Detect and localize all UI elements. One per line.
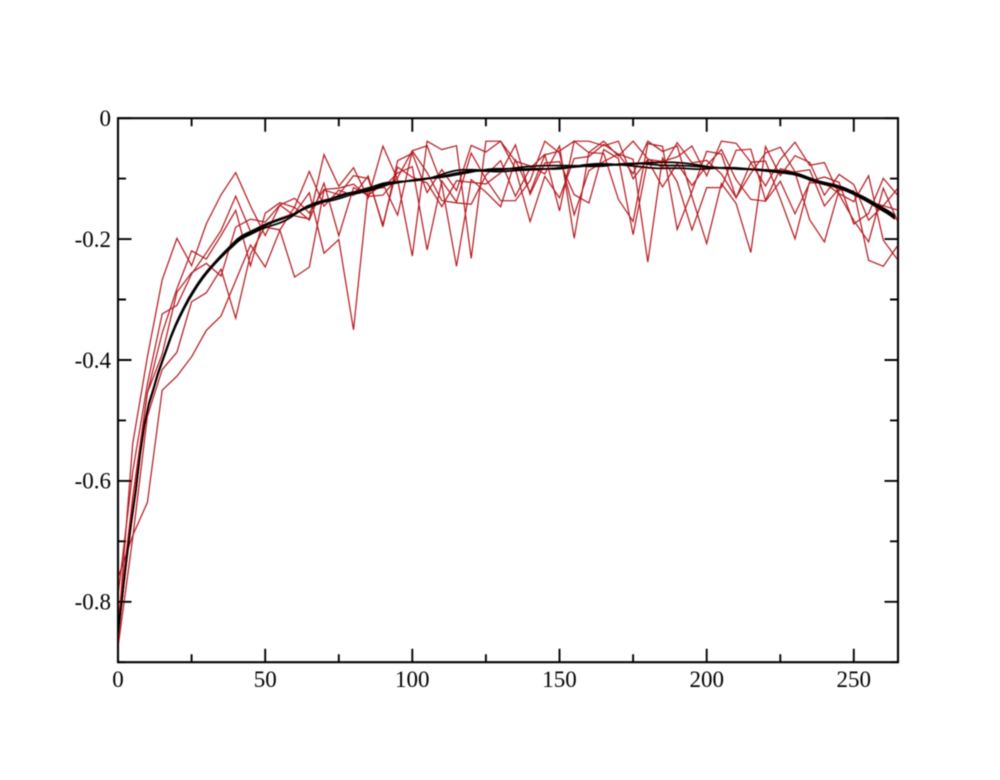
- svg-text:200: 200: [689, 667, 724, 692]
- svg-text:-0.6: -0.6: [75, 469, 111, 494]
- svg-text:0: 0: [112, 667, 124, 692]
- svg-text:-0.2: -0.2: [75, 227, 111, 252]
- svg-text:-0.8: -0.8: [75, 590, 111, 615]
- svg-text:0: 0: [100, 106, 112, 131]
- svg-text:50: 50: [254, 667, 277, 692]
- svg-text:250: 250: [837, 667, 872, 692]
- svg-text:150: 150: [542, 667, 577, 692]
- svg-text:100: 100: [395, 667, 430, 692]
- svg-text:-0.4: -0.4: [75, 348, 112, 373]
